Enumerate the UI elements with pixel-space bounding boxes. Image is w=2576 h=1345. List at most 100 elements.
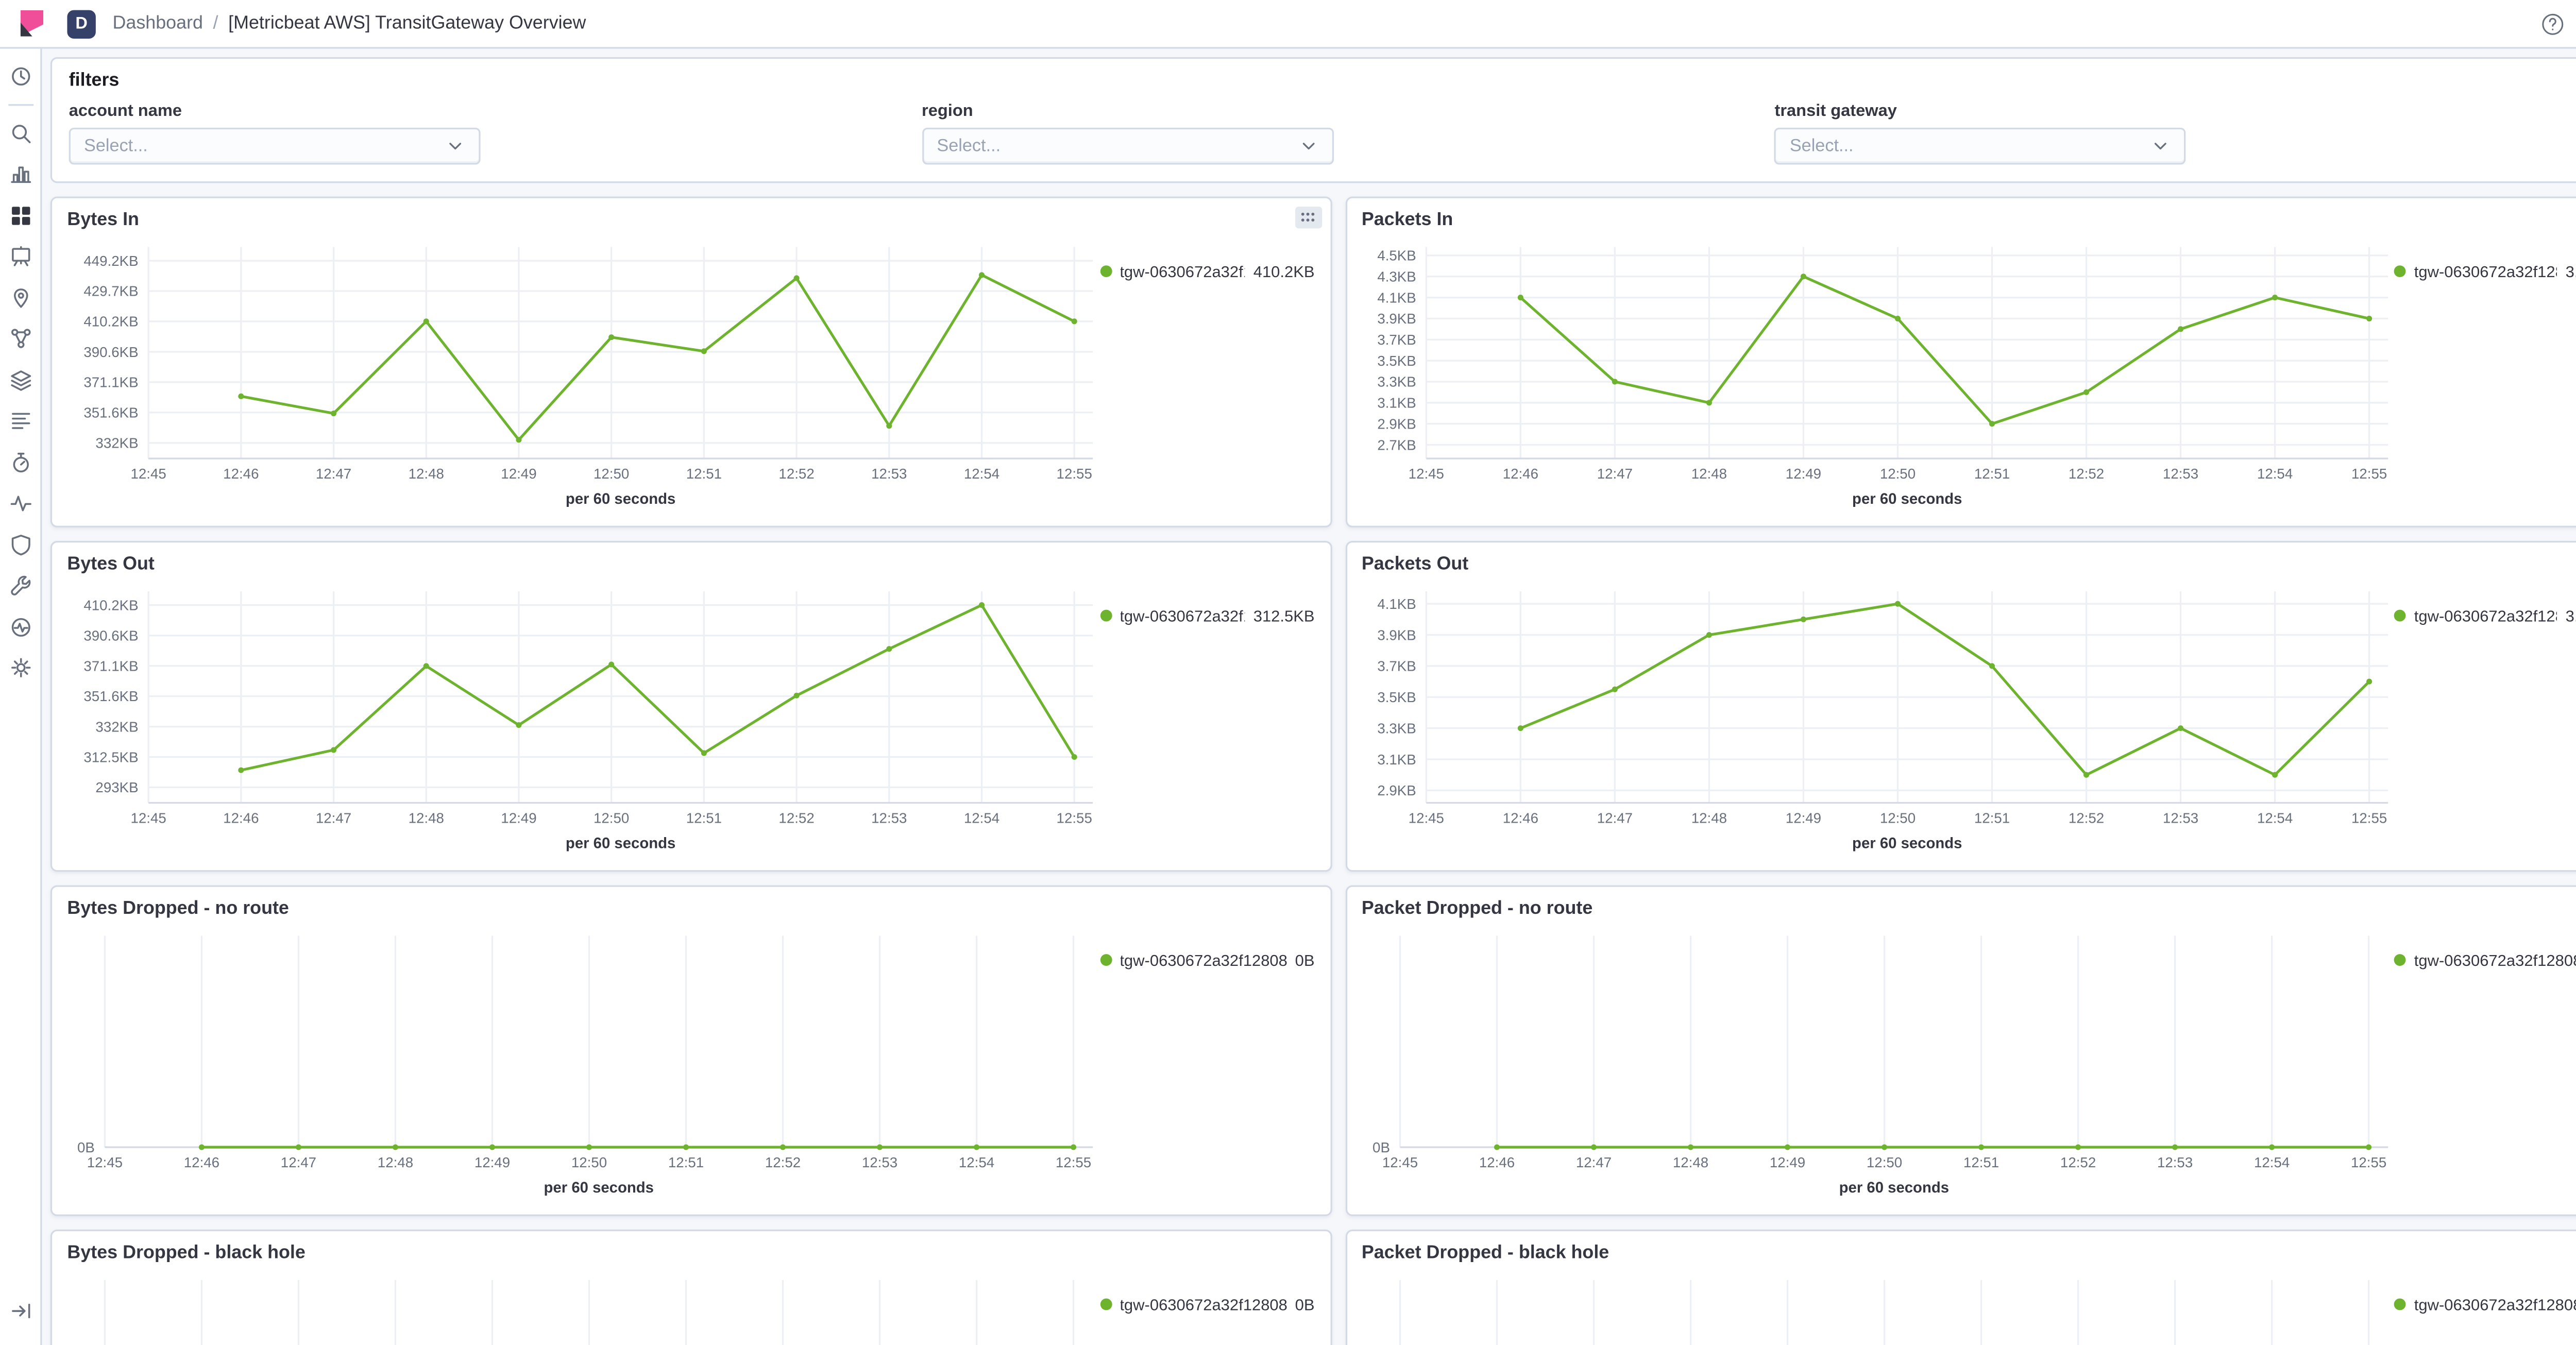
- svg-text:12:50: 12:50: [1879, 466, 1914, 482]
- series-name[interactable]: tgw-0630672a32f12808a: [1120, 1297, 1287, 1316]
- series-color-dot: [2394, 265, 2406, 278]
- svg-text:4.1KB: 4.1KB: [1377, 290, 1415, 305]
- svg-text:12:55: 12:55: [1056, 1154, 1091, 1170]
- nav-dashboard[interactable]: [4, 199, 36, 231]
- series-value: 410.2KB: [1253, 263, 1315, 282]
- series-name[interactable]: tgw-0630672a32f12...: [1120, 263, 1245, 282]
- header-actions: [2540, 11, 2576, 36]
- panel-body: 12:45 12:46 12:47 12:48 12:49 12:50 12:51 12:52…: [67, 581, 1315, 857]
- kibana-logo[interactable]: [17, 8, 47, 39]
- svg-text:12:48: 12:48: [1690, 466, 1726, 482]
- nav-maps[interactable]: [4, 281, 36, 313]
- layers-icon: [10, 369, 30, 390]
- packet-dropped-no-route-chart[interactable]: 12:45 12:46 12:47 12:48 12:49 12:50 12:51 12:52…: [1362, 926, 2394, 1201]
- monitoring-pulse-icon: [11, 617, 30, 636]
- nav-discover[interactable]: [4, 117, 36, 149]
- svg-text:12:46: 12:46: [223, 466, 259, 482]
- packets-in-chart[interactable]: 12:45 12:46 12:47 12:48 12:49 12:50 12:51 12:52…: [1362, 237, 2394, 513]
- svg-text:12:46: 12:46: [223, 810, 259, 826]
- nav-siem[interactable]: [4, 529, 36, 560]
- transit-gateway-placeholder: Select...: [1789, 136, 1854, 157]
- svg-text:12:51: 12:51: [686, 466, 722, 482]
- app-sidebar: [0, 48, 42, 1345]
- region-placeholder: Select...: [937, 136, 1001, 157]
- breadcrumb: Dashboard / [Metricbeat AWS] TransitGate…: [112, 13, 586, 33]
- svg-text:12:48: 12:48: [409, 810, 444, 826]
- svg-text:12:47: 12:47: [1575, 1154, 1611, 1170]
- svg-text:410.2KB: 410.2KB: [83, 314, 138, 330]
- svg-text:12:50: 12:50: [571, 1154, 607, 1170]
- account-name-filter[interactable]: Select...: [69, 127, 481, 165]
- svg-text:12:52: 12:52: [2059, 1154, 2095, 1170]
- series-name[interactable]: tgw-0630672a32f12...: [1120, 608, 1245, 627]
- panel-packets-in: Packets In 12:45 12:46 12:47 12:48 12:49 12:5…: [1345, 196, 2576, 527]
- svg-text:351.6KB: 351.6KB: [83, 688, 138, 704]
- svg-text:12:48: 12:48: [1690, 810, 1726, 826]
- nav-management[interactable]: [4, 652, 36, 684]
- chart-area: 12:45 12:46 12:47 12:48 12:49 12:50 12:51 12:52…: [67, 581, 1099, 857]
- nav-uptime[interactable]: [4, 487, 36, 519]
- series-name[interactable]: tgw-0630672a32f1280...: [2414, 608, 2557, 627]
- nav-machine-learning[interactable]: [4, 322, 36, 354]
- svg-text:2.9KB: 2.9KB: [1377, 416, 1415, 432]
- panel-body: 12:45 12:46 12:47 12:48 12:49 12:50 12:51 12:52…: [1362, 237, 2576, 513]
- bytes-dropped-no-route-chart[interactable]: 12:45 12:46 12:47 12:48 12:49 12:50 12:51 12:52…: [67, 926, 1099, 1201]
- machine-learning-icon: [10, 329, 30, 348]
- svg-text:12:53: 12:53: [2156, 1154, 2192, 1170]
- svg-text:12:52: 12:52: [2067, 466, 2103, 482]
- series-name[interactable]: tgw-0630672a32f12808a: [2414, 1297, 2576, 1316]
- chart-legend: tgw-0630672a32f12... 410.2KB: [1099, 237, 1315, 513]
- svg-text:12:46: 12:46: [1502, 810, 1537, 826]
- packets-out-chart[interactable]: 12:45 12:46 12:47 12:48 12:49 12:50 12:51 12:52…: [1362, 581, 2394, 857]
- series-name[interactable]: tgw-0630672a32f12808a: [2414, 952, 2576, 971]
- svg-text:12:51: 12:51: [686, 810, 722, 826]
- svg-text:12:50: 12:50: [594, 466, 629, 482]
- svg-text:2.7KB: 2.7KB: [1377, 437, 1415, 453]
- svg-text:4.3KB: 4.3KB: [1377, 269, 1415, 285]
- nav-apm[interactable]: [4, 446, 36, 478]
- packet-dropped-black-hole-chart[interactable]: 12:4512:4612:4712:4812:4912:5012:5112:52…: [1362, 1270, 2394, 1345]
- chart-area: 12:45 12:46 12:47 12:48 12:49 12:50 12:51 12:52…: [1362, 581, 2394, 857]
- svg-text:12:51: 12:51: [1962, 1154, 1998, 1170]
- collapse-nav-button[interactable]: [4, 1294, 36, 1326]
- help-button[interactable]: [2540, 11, 2565, 36]
- svg-text:per 60 seconds: per 60 seconds: [1851, 490, 1961, 507]
- region-filter[interactable]: Select...: [922, 127, 1333, 165]
- bytes-dropped-black-hole-chart[interactable]: 12:4512:4612:4712:4812:4912:5012:5112:52…: [67, 1270, 1099, 1345]
- heartbeat-icon: [9, 496, 31, 512]
- nav-visualize[interactable]: [4, 158, 36, 190]
- nav-infrastructure[interactable]: [4, 364, 36, 396]
- svg-text:12:48: 12:48: [378, 1154, 413, 1170]
- nav-monitoring[interactable]: [4, 610, 36, 642]
- svg-text:293KB: 293KB: [95, 779, 138, 795]
- panel-options-button[interactable]: [1294, 207, 1321, 229]
- nav-logs[interactable]: [4, 405, 36, 437]
- discover-icon: [11, 124, 30, 143]
- svg-text:12:52: 12:52: [778, 810, 814, 826]
- svg-text:12:54: 12:54: [959, 1154, 994, 1170]
- series-name[interactable]: tgw-0630672a32f12808a: [1120, 952, 1287, 971]
- svg-text:12:52: 12:52: [765, 1154, 801, 1170]
- nav-dev-tools[interactable]: [4, 569, 36, 601]
- nav-canvas[interactable]: [4, 240, 36, 272]
- panel-bytes-in: Bytes In 12:45 12:46 12:47 12:48 12:49 12:50 1…: [50, 196, 1332, 527]
- svg-text:3.1KB: 3.1KB: [1377, 395, 1415, 411]
- map-pin-icon: [13, 287, 27, 307]
- svg-text:12:50: 12:50: [1879, 810, 1914, 826]
- breadcrumb-dashboard[interactable]: Dashboard: [112, 13, 203, 34]
- nav-recently-viewed[interactable]: [4, 60, 36, 92]
- svg-text:12:49: 12:49: [474, 1154, 510, 1170]
- series-name[interactable]: tgw-0630672a32f1280...: [2414, 263, 2557, 282]
- svg-text:3.3KB: 3.3KB: [1377, 720, 1415, 736]
- svg-text:2.9KB: 2.9KB: [1377, 782, 1415, 798]
- bytes-out-chart[interactable]: 12:45 12:46 12:47 12:48 12:49 12:50 12:51 12:52…: [67, 581, 1099, 857]
- svg-text:0B: 0B: [77, 1139, 95, 1155]
- svg-text:12:45: 12:45: [1381, 1154, 1417, 1170]
- transit-gateway-filter[interactable]: Select...: [1774, 127, 2187, 165]
- svg-text:12:45: 12:45: [1408, 810, 1443, 826]
- filter-group-account-name: account name Select...: [69, 103, 902, 165]
- chart-legend: tgw-0630672a32f1280... 3.6KB: [2394, 581, 2576, 857]
- space-avatar[interactable]: D: [67, 9, 96, 38]
- bytes-in-chart[interactable]: 12:45 12:46 12:47 12:48 12:49 12:50 12:51 12:52…: [67, 237, 1099, 513]
